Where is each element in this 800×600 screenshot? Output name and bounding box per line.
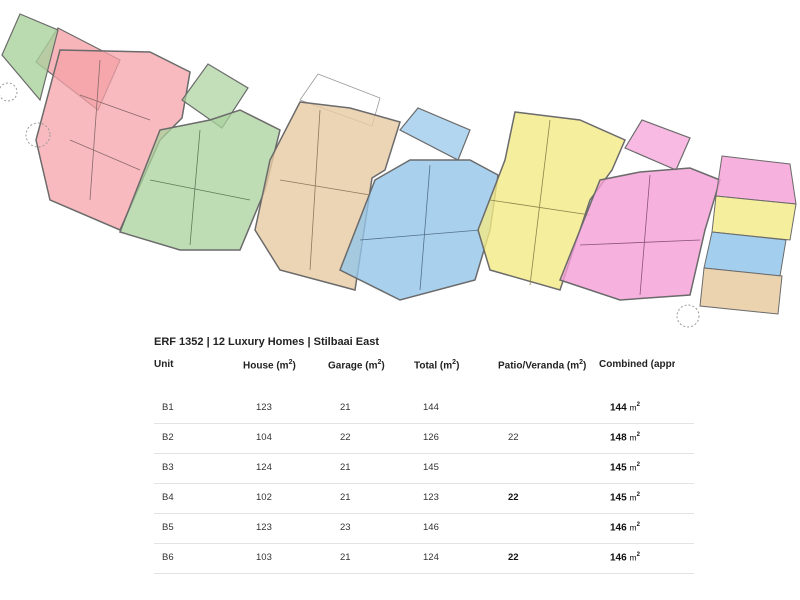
table-row: B2 104 22 126 22 148 m2 [154, 424, 694, 454]
unit-b1-floor-plan [35, 27, 191, 231]
row-divider [154, 423, 694, 424]
cell-total: 124 [423, 552, 439, 563]
unit-b3-floor-plan [254, 73, 401, 291]
cell-house: 102 [256, 492, 272, 503]
unit-b6-patio [624, 119, 691, 171]
cell-unit: B3 [162, 462, 174, 473]
tree-symbol [676, 304, 700, 328]
unit-b2-floor-plan [119, 63, 281, 251]
column-header-combined: Combined (appro [599, 359, 675, 370]
cell-combined: 145 m2 [610, 462, 640, 474]
cell-house: 124 [256, 462, 272, 473]
cell-garage: 23 [340, 522, 351, 533]
column-header-patio: Patio/Veranda (m2) [498, 359, 587, 372]
row-divider [154, 573, 694, 574]
cell-patio: 22 [508, 492, 519, 503]
cell-total: 146 [423, 522, 439, 533]
cell-patio: 22 [508, 432, 519, 443]
site-floor-plan [0, 13, 797, 328]
garage-tan [699, 267, 783, 315]
cell-patio: 22 [508, 552, 519, 563]
unit-b4-floor-plan [339, 107, 499, 301]
garage-yellow [711, 195, 797, 241]
tree-symbol [25, 122, 51, 148]
column-header-garage: Garage (m2) [328, 359, 385, 372]
cell-garage: 21 [340, 492, 351, 503]
cell-total: 126 [423, 432, 439, 443]
unit-b1-side-garage [1, 13, 59, 102]
cell-unit: B2 [162, 432, 174, 443]
row-divider [154, 453, 694, 454]
cell-total: 123 [423, 492, 439, 503]
cell-garage: 21 [340, 402, 351, 413]
cell-combined: 148 m2 [610, 432, 640, 444]
column-header-house: House (m2) [243, 359, 296, 372]
unit-b6-house [559, 167, 721, 301]
row-divider [154, 513, 694, 514]
cell-house: 123 [256, 402, 272, 413]
cell-unit: B6 [162, 552, 174, 563]
row-divider [154, 543, 694, 544]
cell-garage: 21 [340, 462, 351, 473]
cell-garage: 22 [340, 432, 351, 443]
cell-garage: 21 [340, 552, 351, 563]
cell-unit: B5 [162, 522, 174, 533]
unit-b6-floor-plan [559, 119, 721, 301]
column-header-total: Total (m2) [414, 359, 460, 372]
unit-b4-patio [399, 107, 471, 161]
table-row: B1 123 21 144 144 m2 [154, 394, 694, 424]
table-row: B5 123 23 146 146 m2 [154, 514, 694, 544]
cell-house: 123 [256, 522, 272, 533]
tree-symbol [0, 82, 18, 102]
unit-b2-patio [181, 63, 249, 129]
table-row: B3 124 21 145 145 m2 [154, 454, 694, 484]
cell-total: 145 [423, 462, 439, 473]
cell-combined: 146 m2 [610, 552, 640, 564]
cell-combined: 145 m2 [610, 492, 640, 504]
cell-house: 103 [256, 552, 272, 563]
cell-combined: 146 m2 [610, 522, 640, 534]
table-row: B6 103 21 124 22 146 m2 [154, 544, 694, 574]
cell-house: 104 [256, 432, 272, 443]
table-title: ERF 1352 | 12 Luxury Homes | Stilbaai Ea… [154, 336, 380, 348]
column-header-unit: Unit [154, 359, 174, 370]
cell-total: 144 [423, 402, 439, 413]
row-divider [154, 483, 694, 484]
table-row: B4 102 21 123 22 145 m2 [154, 484, 694, 514]
cell-unit: B4 [162, 492, 174, 503]
cell-unit: B1 [162, 402, 174, 413]
cell-combined: 144 m2 [610, 402, 640, 414]
